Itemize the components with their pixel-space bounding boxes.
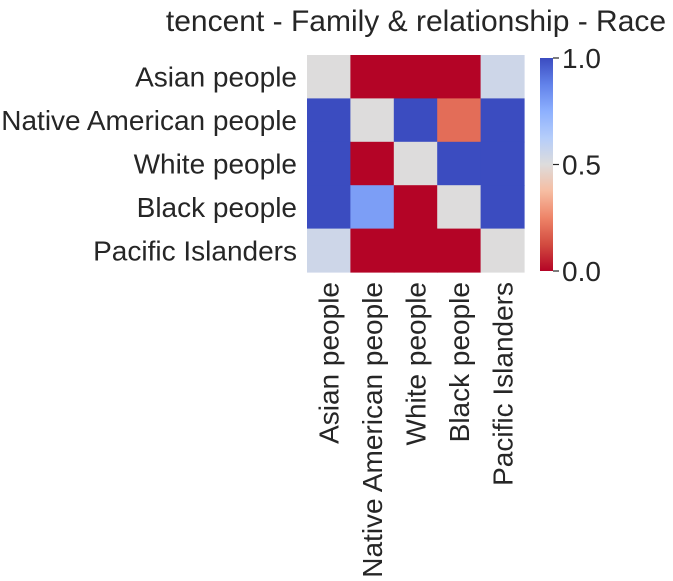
chart-title: tencent - Family & relationship - Race: [166, 5, 666, 38]
heatmap-cell-r2-c2: [393, 141, 438, 186]
heatmap-cell-r4-c2: [393, 228, 438, 273]
heatmap-cell-r0-c3: [437, 55, 482, 99]
row-labels: Asian people Native American people White …: [1, 62, 297, 267]
row-label-white-people: White people: [134, 149, 297, 180]
colorbar-tick-label-1: 0.5: [562, 150, 601, 181]
heatmap-cell-r3-c3: [437, 185, 482, 230]
heatmap-cell-r4-c4: [480, 228, 525, 273]
heatmap-cell-r1-c3: [437, 98, 482, 143]
column-labels: Asian people Native American people White …: [314, 282, 519, 578]
heatmap-cell-r2-c0: [307, 141, 351, 186]
colorbar: [540, 58, 553, 271]
colorbar-tick-label-2: 1.0: [562, 43, 601, 74]
heatmap-cell-r3-c1: [350, 185, 395, 230]
heatmap-cell-r4-c0: [307, 228, 351, 273]
heatmap-cells: [307, 55, 525, 273]
heatmap-cell-r1-c4: [480, 98, 525, 143]
row-label-black-people: Black people: [137, 192, 297, 223]
heatmap-cell-r4-c1: [350, 228, 395, 273]
heatmap-cell-r3-c2: [393, 185, 438, 230]
heatmap-cell-r0-c0: [307, 55, 351, 99]
heatmap-cell-r4-c3: [437, 228, 482, 273]
heatmap-cell-r1-c1: [350, 98, 395, 143]
heatmap-cell-r2-c3: [437, 141, 482, 186]
colorbar-tick-label-0: 0.0: [562, 256, 601, 287]
row-label-asian-people: Asian people: [135, 62, 297, 93]
heatmap-cell-r1-c0: [307, 98, 351, 143]
row-label-pacific-islanders: Pacific Islanders: [93, 235, 297, 266]
column-label-native-american-people: Native American people: [357, 282, 388, 578]
heatmap-cell-r3-c0: [307, 185, 351, 230]
column-label-black-people: Black people: [444, 282, 475, 442]
colorbar-ticks: 0.0 0.5 1.0: [553, 43, 601, 287]
heatmap-cell-r0-c2: [393, 55, 438, 99]
column-label-white-people: White people: [401, 282, 432, 445]
heatmap-cell-r3-c4: [480, 185, 525, 230]
row-label-native-american-people: Native American people: [1, 105, 297, 136]
heatmap-cell-r1-c2: [393, 98, 438, 143]
heatmap-cell-r0-c1: [350, 55, 395, 99]
heatmap-cell-r2-c4: [480, 141, 525, 186]
heatmap-cell-r2-c1: [350, 141, 395, 186]
column-label-asian-people: Asian people: [314, 282, 345, 444]
column-label-pacific-islanders: Pacific Islanders: [487, 282, 518, 486]
heatmap-cell-r0-c4: [480, 55, 525, 99]
